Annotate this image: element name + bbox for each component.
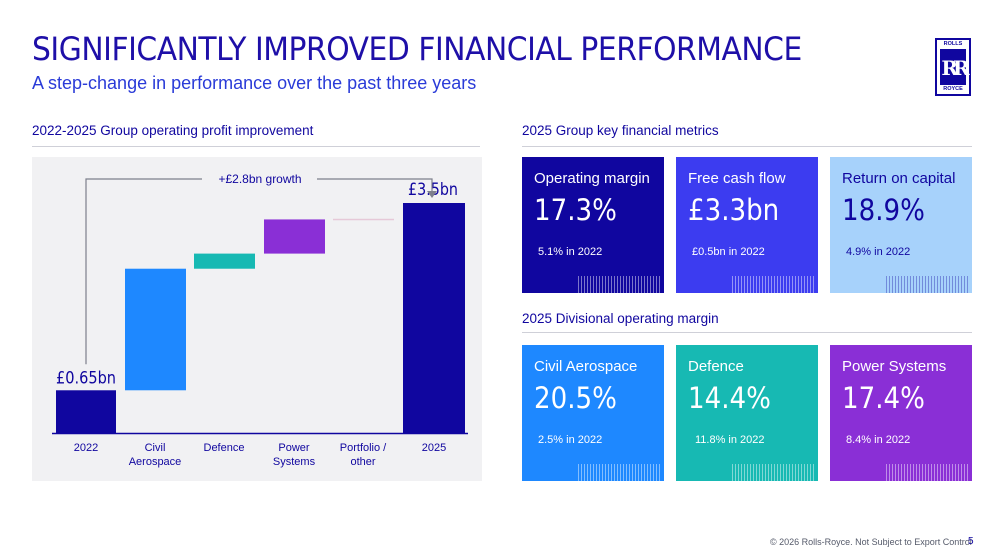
metric-card-return-on-capital: Return on capital 18.9% 4.9% in 2022 <box>830 157 972 293</box>
x-tick-label: Power Systems <box>273 442 316 468</box>
growth-annotation: +£2.8bn growth <box>218 172 301 186</box>
metric-prev-year: £0.5bn in 2022 <box>692 246 765 258</box>
division-card-power-systems: Power Systems 17.4% 8.4% in 2022 <box>830 345 972 481</box>
metric-label: Return on capital <box>842 170 956 187</box>
waterfall-chart: 2022 Civil Aerospace Defence Power Systems Por… <box>52 172 468 468</box>
chart-section-rule <box>32 146 480 147</box>
data-label-2022: £0.65bn <box>56 368 116 388</box>
footer-copyright: © 2026 Rolls-Royce. Not Subject to Expor… <box>770 537 972 547</box>
divisional-section-rule <box>522 332 972 333</box>
division-prev-year: 2.5% in 2022 <box>538 434 603 446</box>
metric-value: £3.3bn <box>688 193 780 227</box>
metric-card-operating-margin: Operating margin 17.3% 5.1% in 2022 <box>522 157 664 293</box>
x-tick-label: Defence <box>204 442 245 454</box>
decorative-bars <box>732 276 814 293</box>
x-tick-label: 2025 <box>422 442 446 454</box>
waterfall-chart-panel: 2022 Civil Aerospace Defence Power Systems Por… <box>32 157 482 481</box>
division-label: Civil Aerospace <box>534 358 638 375</box>
division-card-defence: Defence 14.4% 11.8% in 2022 <box>676 345 818 481</box>
bar-power-systems <box>264 219 325 254</box>
page-number: 5 <box>968 536 974 547</box>
divisional-section-heading: 2025 Divisional operating margin <box>522 311 719 326</box>
logo-monogram: RR <box>940 49 970 85</box>
page-title: SIGNIFICANTLY IMPROVED FINANCIAL PERFORM… <box>32 30 802 68</box>
decorative-bars <box>578 464 660 481</box>
division-prev-year: 11.8% in 2022 <box>695 434 765 446</box>
x-tick-label: Portfolio / other <box>340 442 387 468</box>
division-label: Power Systems <box>842 358 947 375</box>
logo-top-text: ROLLS <box>943 41 963 47</box>
metric-prev-year: 4.9% in 2022 <box>846 246 911 258</box>
bar-civil-aerospace <box>125 268 186 391</box>
metric-value: 17.3% <box>534 193 617 227</box>
metrics-section-heading: 2025 Group key financial metrics <box>522 123 719 138</box>
metric-prev-year: 5.1% in 2022 <box>538 246 603 258</box>
x-tick-label: Civil Aerospace <box>129 442 182 468</box>
data-label-2025: £3.5bn <box>408 180 458 200</box>
chart-section-heading: 2022-2025 Group operating profit improve… <box>32 123 314 138</box>
bar-portfolio-other <box>333 218 394 221</box>
decorative-bars <box>886 276 968 293</box>
growth-arrowhead <box>427 191 437 198</box>
division-prev-year: 8.4% in 2022 <box>846 434 911 446</box>
bar-2022 <box>56 390 116 433</box>
decorative-bars <box>886 464 968 481</box>
decorative-bars <box>578 276 660 293</box>
division-value: 17.4% <box>842 381 925 415</box>
division-value: 20.5% <box>534 381 617 415</box>
bar-defence <box>194 253 255 269</box>
metric-label: Operating margin <box>534 170 650 187</box>
page-subtitle: A step-change in performance over the pa… <box>32 73 477 93</box>
logo-bottom-text: ROYCE <box>943 86 963 92</box>
metric-label: Free cash flow <box>688 170 786 187</box>
growth-bracket-left <box>85 178 202 365</box>
metric-card-free-cash-flow: Free cash flow £3.3bn £0.5bn in 2022 <box>676 157 818 293</box>
growth-bracket-right <box>317 178 433 192</box>
decorative-bars <box>732 464 814 481</box>
division-card-civil-aerospace: Civil Aerospace 20.5% 2.5% in 2022 <box>522 345 664 481</box>
division-label: Defence <box>688 358 744 375</box>
x-tick-label: 2022 <box>74 442 98 454</box>
rolls-royce-logo: ROLLS RR ROYCE <box>935 38 971 96</box>
metrics-section-rule <box>522 146 972 147</box>
division-value: 14.4% <box>688 381 771 415</box>
bar-2025 <box>403 203 465 433</box>
metric-value: 18.9% <box>842 193 925 227</box>
